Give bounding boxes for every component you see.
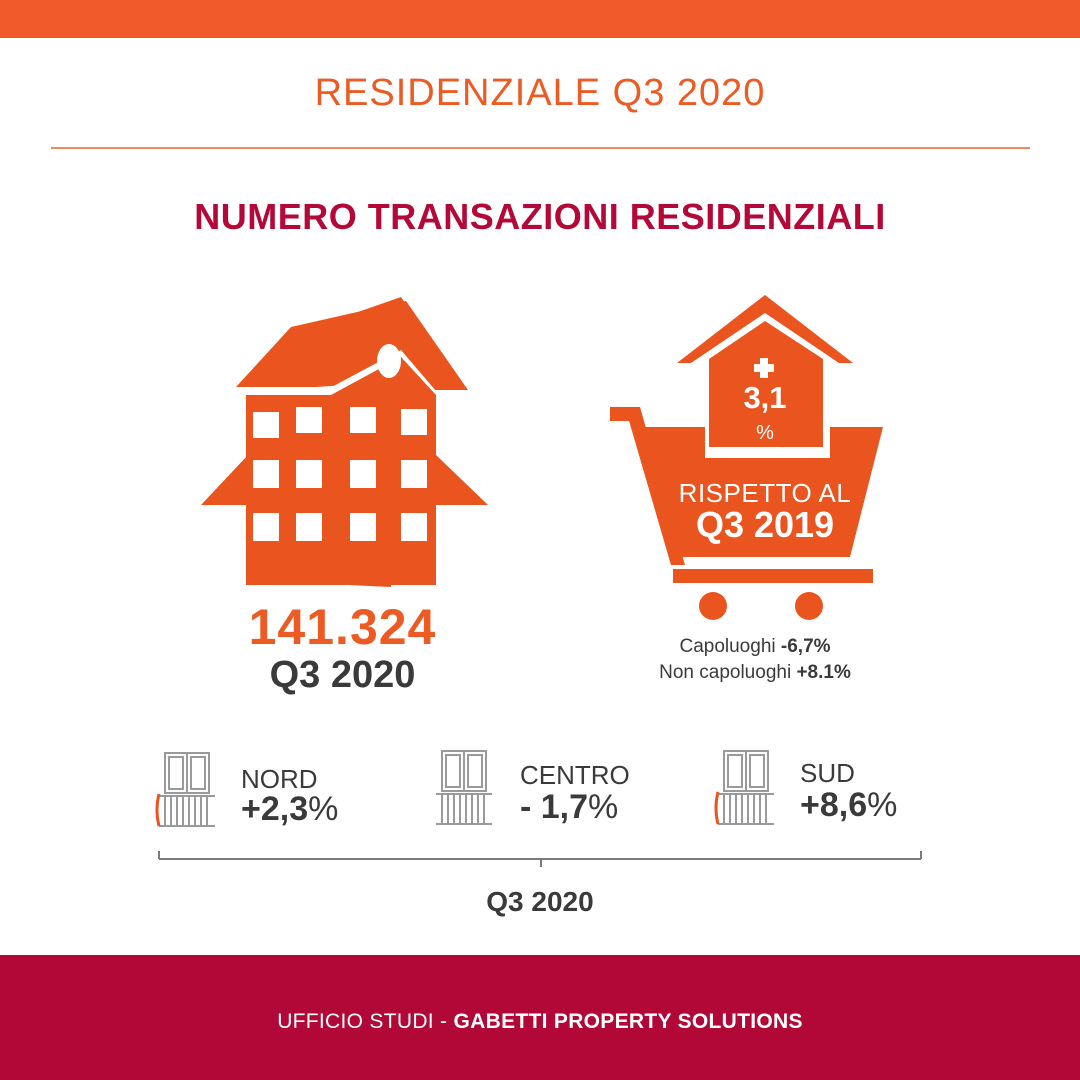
region-name: CENTRO (520, 760, 630, 790)
split-label: Capoluoghi (679, 636, 776, 657)
region-value: +2,3% (241, 790, 338, 829)
region-sud: SUD +8,6% (714, 750, 964, 830)
top-accent-bar (0, 0, 1080, 38)
change-value: 3,1 (743, 380, 787, 415)
region-value-unit: % (308, 790, 339, 828)
footer-bar (0, 955, 1080, 1080)
page-title: RESIDENZIALE Q3 2020 (314, 72, 766, 114)
region-value-number: +2,3 (241, 790, 309, 828)
timeline-label: Q3 2020 (486, 886, 594, 917)
region-value-unit: % (867, 786, 898, 824)
split-non-capoluoghi: Non capoluoghi +8.1% (620, 662, 890, 684)
region-name: SUD (800, 758, 855, 788)
section-title: NUMERO TRANSAZIONI RESIDENZIALI (194, 196, 886, 237)
region-value-number: - 1,7 (520, 788, 589, 826)
change-unit: % (756, 422, 774, 444)
balcony-icon (155, 752, 215, 827)
split-value: -6,7% (780, 636, 831, 657)
footer-credit: UFFICIO STUDI - GABETTI PROPERTY SOLUTIO… (0, 1010, 1080, 1034)
footer-brand: GABETTI PROPERTY SOLUTIONS (453, 1010, 803, 1033)
split-label: Non capoluoghi (659, 662, 792, 683)
split-capoluoghi: Capoluoghi -6,7% (620, 636, 890, 658)
footer-prefix: UFFICIO STUDI - (277, 1010, 454, 1033)
house-icon (201, 297, 488, 587)
total-transactions-value: 141.324 (248, 599, 437, 655)
region-nord: NORD +2,3% (155, 752, 405, 832)
header-divider (51, 147, 1030, 149)
balcony-icon (436, 750, 492, 825)
compare-period: Q3 2019 (695, 504, 835, 545)
region-value-number: +8,6 (800, 786, 868, 824)
balcony-icon (714, 750, 774, 825)
compare-label: RISPETTO AL (678, 478, 852, 508)
timeline-bracket (158, 851, 922, 867)
region-name: NORD (241, 764, 318, 794)
region-centro: CENTRO - 1,7% (432, 750, 682, 830)
region-value-unit: % (588, 788, 619, 826)
plus-icon (754, 358, 774, 378)
total-transactions-period: Q3 2020 (269, 654, 416, 696)
shopping-cart-house-icon (610, 295, 883, 620)
split-value: +8.1% (796, 662, 851, 683)
region-value: +8,6% (800, 786, 897, 825)
region-value: - 1,7% (520, 788, 618, 827)
